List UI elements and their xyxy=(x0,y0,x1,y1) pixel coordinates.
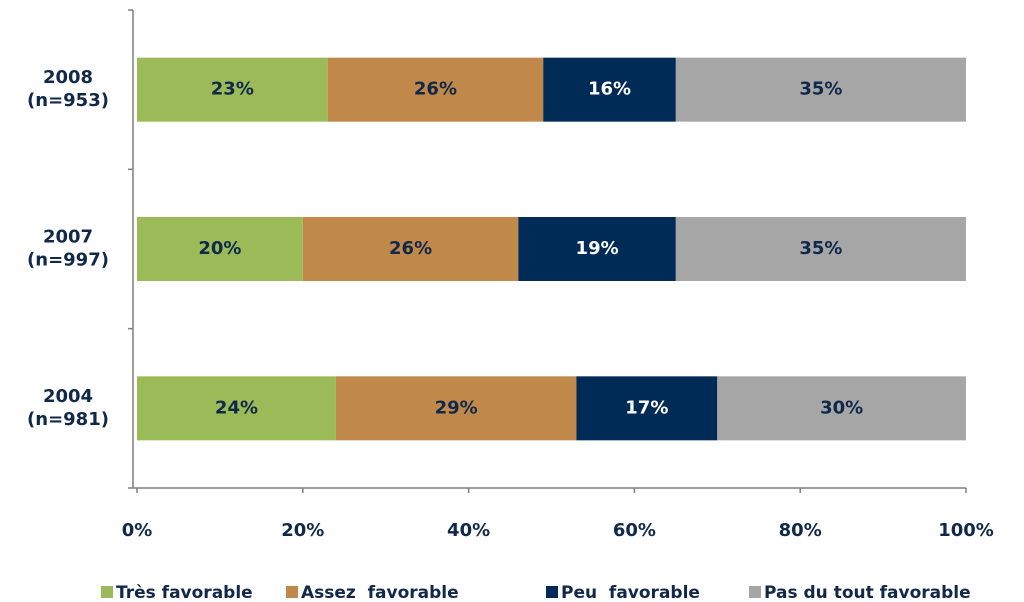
value-label: 29% xyxy=(435,397,478,418)
x-tick-label: 80% xyxy=(779,520,822,541)
category-label: 2004 xyxy=(43,386,93,407)
value-label: 35% xyxy=(799,238,842,259)
bar-segment xyxy=(518,217,676,281)
legend-label: Peu favorable xyxy=(561,583,700,602)
x-tick-label: 0% xyxy=(122,520,153,541)
legend-swatch xyxy=(101,586,113,598)
value-label: 30% xyxy=(820,397,863,418)
bar-segment xyxy=(543,57,676,122)
category-label: (n=997) xyxy=(27,250,109,271)
bar-segment xyxy=(137,376,336,441)
legend-swatch xyxy=(286,586,298,598)
category-label: (n=953) xyxy=(27,90,109,111)
x-tick-label: 60% xyxy=(613,520,656,541)
value-label: 19% xyxy=(576,238,619,259)
legend-label: Assez favorable xyxy=(301,583,459,602)
bar-segment xyxy=(675,217,966,281)
category-label: 2007 xyxy=(43,227,93,248)
bar-segment xyxy=(302,217,519,281)
legend-swatch xyxy=(546,586,558,598)
x-tick-label: 40% xyxy=(447,520,490,541)
category-label: (n=981) xyxy=(27,409,109,430)
bar-segment xyxy=(137,217,303,281)
value-label: 35% xyxy=(799,79,842,100)
x-tick-label: 20% xyxy=(281,520,324,541)
bar-segment xyxy=(335,376,577,441)
bar-segment xyxy=(576,376,718,441)
bar-segment xyxy=(137,57,328,122)
value-label: 17% xyxy=(625,397,668,418)
value-label: 26% xyxy=(414,79,457,100)
value-label: 24% xyxy=(215,397,258,418)
bar-segment xyxy=(675,57,966,122)
bar-segment xyxy=(717,376,966,441)
category-label: 2008 xyxy=(43,67,93,88)
bar-segment xyxy=(327,57,544,122)
value-label: 26% xyxy=(389,238,432,259)
legend-label: Pas du tout favorable xyxy=(764,583,971,602)
x-tick-label: 100% xyxy=(938,520,994,541)
value-label: 16% xyxy=(588,79,631,100)
value-label: 23% xyxy=(211,79,254,100)
legend-label: Très favorable xyxy=(116,583,253,602)
value-label: 20% xyxy=(198,238,241,259)
legend-swatch xyxy=(749,586,761,598)
